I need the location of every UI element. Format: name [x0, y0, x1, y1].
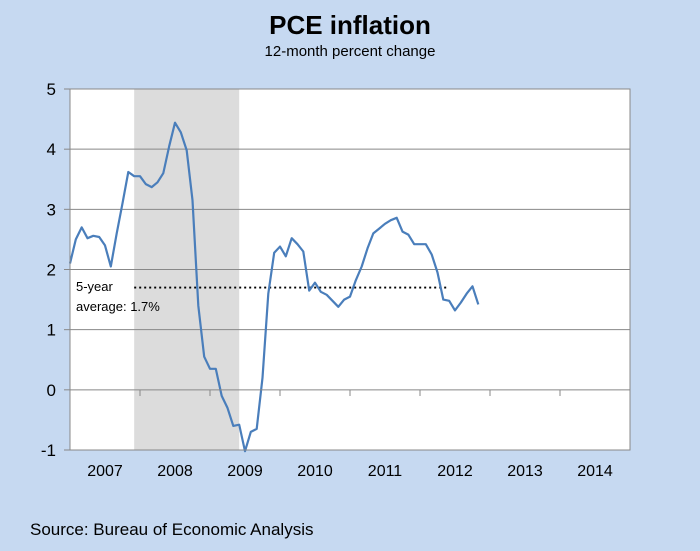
x-tick-label: 2013 [507, 463, 543, 480]
chart-title: PCE inflation [269, 10, 431, 40]
x-tick-label: 2007 [87, 463, 123, 480]
x-tick-label: 2008 [157, 463, 193, 480]
series-line [68, 121, 480, 453]
source-note: Source: Bureau of Economic Analysis [30, 520, 314, 539]
y-tick-label: -1 [41, 441, 56, 460]
y-tick-label: 2 [47, 261, 56, 280]
y-tick-label: 5 [47, 80, 56, 99]
y-tick-label: 3 [47, 200, 56, 219]
x-tick-label: 2014 [577, 463, 613, 480]
chart-subtitle: 12-month percent change [264, 43, 436, 60]
average-annotation-line1: 5-year [76, 279, 114, 294]
x-tick-label: 2011 [368, 463, 403, 480]
y-tick-label: 1 [47, 321, 56, 340]
x-tick-label: 2009 [227, 463, 263, 480]
y-tick-label: 0 [47, 381, 56, 400]
average-annotation-line2: average: 1.7% [76, 299, 160, 314]
y-tick-label: 4 [47, 140, 56, 159]
x-tick-label: 2010 [297, 463, 333, 480]
plot-border [69, 88, 631, 451]
x-tick-label: 2012 [437, 463, 473, 480]
